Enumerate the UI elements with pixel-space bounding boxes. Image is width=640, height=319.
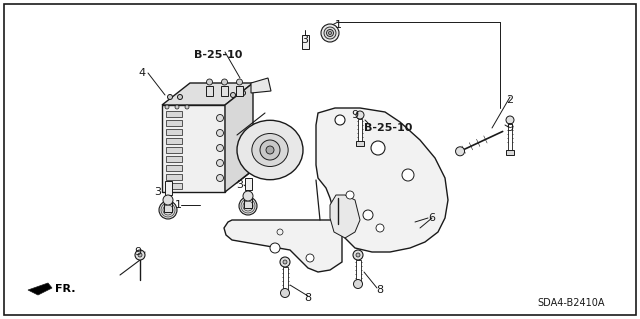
Circle shape xyxy=(280,288,289,298)
Circle shape xyxy=(356,253,360,257)
Bar xyxy=(166,174,182,180)
Polygon shape xyxy=(28,283,52,295)
Polygon shape xyxy=(162,105,225,192)
Bar xyxy=(244,196,252,208)
Circle shape xyxy=(185,105,189,109)
Text: 6: 6 xyxy=(429,213,435,223)
Text: 3: 3 xyxy=(237,180,243,190)
Circle shape xyxy=(371,141,385,155)
Circle shape xyxy=(168,94,173,100)
Bar xyxy=(166,138,182,144)
Circle shape xyxy=(241,91,246,95)
Circle shape xyxy=(165,105,169,109)
Circle shape xyxy=(260,140,280,160)
Bar xyxy=(166,183,182,189)
Circle shape xyxy=(321,24,339,42)
Bar xyxy=(164,200,172,212)
Text: 3: 3 xyxy=(301,35,308,45)
Circle shape xyxy=(326,29,333,36)
Bar xyxy=(236,86,243,96)
Bar xyxy=(166,165,182,171)
Bar xyxy=(506,150,514,155)
Text: B-25-10: B-25-10 xyxy=(194,50,242,60)
Circle shape xyxy=(216,174,223,182)
Bar xyxy=(166,111,182,117)
Circle shape xyxy=(216,145,223,152)
Circle shape xyxy=(506,116,514,124)
Polygon shape xyxy=(330,195,360,238)
Circle shape xyxy=(346,191,354,199)
Bar xyxy=(355,260,360,282)
Circle shape xyxy=(135,250,145,260)
Ellipse shape xyxy=(237,120,303,180)
Circle shape xyxy=(266,146,274,154)
Bar xyxy=(206,86,213,96)
Circle shape xyxy=(216,130,223,137)
Circle shape xyxy=(280,257,290,267)
Circle shape xyxy=(177,94,182,100)
Circle shape xyxy=(353,250,363,260)
Polygon shape xyxy=(162,83,253,105)
Circle shape xyxy=(138,253,142,257)
Circle shape xyxy=(324,27,336,39)
Bar xyxy=(164,181,172,195)
Circle shape xyxy=(243,191,253,201)
Circle shape xyxy=(328,32,332,34)
Circle shape xyxy=(335,115,345,125)
Circle shape xyxy=(221,79,227,85)
Text: 1: 1 xyxy=(175,200,182,210)
Bar xyxy=(166,156,182,162)
Circle shape xyxy=(456,147,465,156)
Polygon shape xyxy=(316,108,448,252)
Text: 2: 2 xyxy=(506,95,513,105)
Bar xyxy=(166,129,182,135)
Bar xyxy=(358,119,362,143)
Bar xyxy=(356,141,364,146)
Circle shape xyxy=(283,260,287,264)
Bar xyxy=(166,120,182,126)
Circle shape xyxy=(175,105,179,109)
Bar xyxy=(221,86,228,96)
Polygon shape xyxy=(251,78,271,93)
Circle shape xyxy=(356,111,364,119)
Bar xyxy=(244,178,252,190)
Circle shape xyxy=(216,160,223,167)
Text: 8: 8 xyxy=(305,293,312,303)
Circle shape xyxy=(163,195,173,205)
Text: 8: 8 xyxy=(376,285,383,295)
Circle shape xyxy=(363,210,373,220)
Circle shape xyxy=(270,243,280,253)
Ellipse shape xyxy=(252,133,288,167)
Bar xyxy=(166,147,182,153)
Text: B-25-10: B-25-10 xyxy=(364,123,412,133)
Text: 3: 3 xyxy=(154,187,161,197)
Text: 9: 9 xyxy=(134,247,141,257)
Text: 1: 1 xyxy=(335,20,342,30)
Circle shape xyxy=(216,115,223,122)
Circle shape xyxy=(376,224,384,232)
Text: 9: 9 xyxy=(506,123,513,133)
Circle shape xyxy=(230,93,236,98)
Bar xyxy=(301,35,308,49)
Circle shape xyxy=(353,279,362,288)
Text: 9: 9 xyxy=(351,110,358,120)
Circle shape xyxy=(239,197,257,215)
Polygon shape xyxy=(225,83,253,192)
Bar xyxy=(508,124,512,152)
Polygon shape xyxy=(224,220,342,272)
Circle shape xyxy=(402,169,414,181)
Circle shape xyxy=(159,201,177,219)
Text: 4: 4 xyxy=(138,68,145,78)
Text: SDA4-B2410A: SDA4-B2410A xyxy=(538,298,605,308)
Bar xyxy=(282,267,287,291)
Circle shape xyxy=(207,79,212,85)
Circle shape xyxy=(237,79,243,85)
Circle shape xyxy=(306,254,314,262)
Text: FR.: FR. xyxy=(55,284,76,294)
